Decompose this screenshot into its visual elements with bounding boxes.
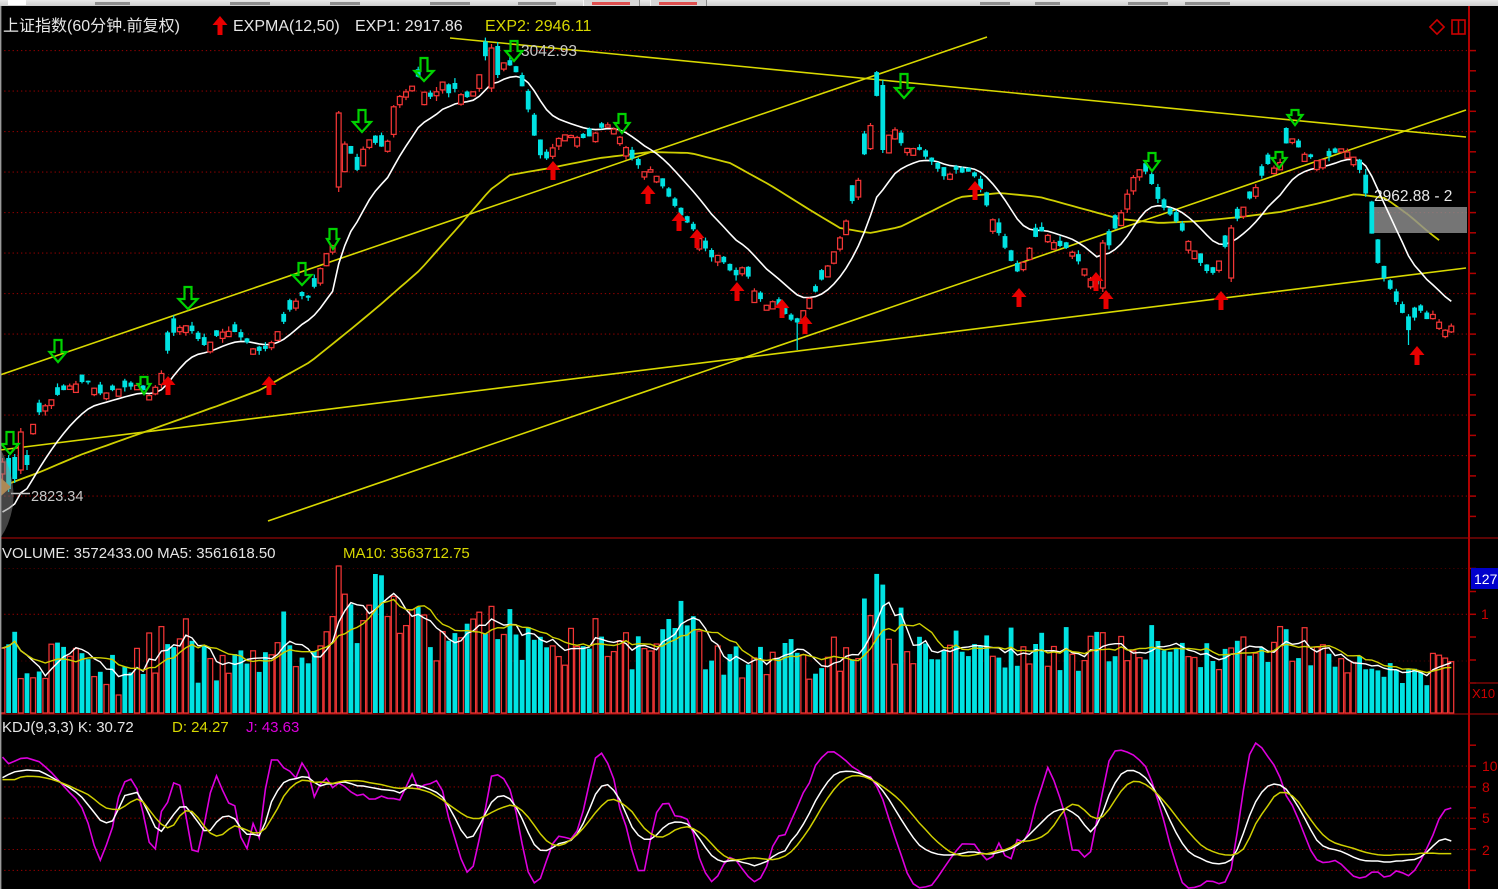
- svg-text:2823.34: 2823.34: [31, 489, 83, 505]
- svg-text:上证指数(60分钟.前复权): 上证指数(60分钟.前复权): [3, 17, 180, 35]
- svg-text:10: 10: [1482, 758, 1498, 774]
- svg-text:EXPMA(12,50): EXPMA(12,50): [233, 18, 340, 35]
- svg-text:127: 127: [1474, 571, 1498, 587]
- svg-text:2: 2: [1482, 842, 1490, 858]
- svg-text:3042.93: 3042.93: [521, 43, 577, 60]
- svg-text:J: 43.63: J: 43.63: [246, 719, 299, 736]
- svg-text:EXP1: 2917.86: EXP1: 2917.86: [355, 18, 463, 35]
- svg-text:MA10: 3563712.75: MA10: 3563712.75: [343, 545, 470, 562]
- svg-text:5: 5: [1482, 810, 1490, 826]
- svg-text:KDJ(9,3,3) K: 30.72: KDJ(9,3,3) K: 30.72: [2, 719, 134, 736]
- svg-text:8: 8: [1482, 779, 1490, 795]
- svg-text:X10: X10: [1472, 686, 1495, 701]
- svg-text:1: 1: [1481, 606, 1489, 622]
- svg-text:D: 24.27: D: 24.27: [172, 719, 229, 736]
- svg-text:EXP2: 2946.11: EXP2: 2946.11: [485, 18, 592, 35]
- svg-text:VOLUME: 3572433.00 MA5: 35616: VOLUME: 3572433.00 MA5: 3561618.50: [2, 545, 276, 562]
- svg-text:2962.88 - 2: 2962.88 - 2: [1374, 188, 1452, 205]
